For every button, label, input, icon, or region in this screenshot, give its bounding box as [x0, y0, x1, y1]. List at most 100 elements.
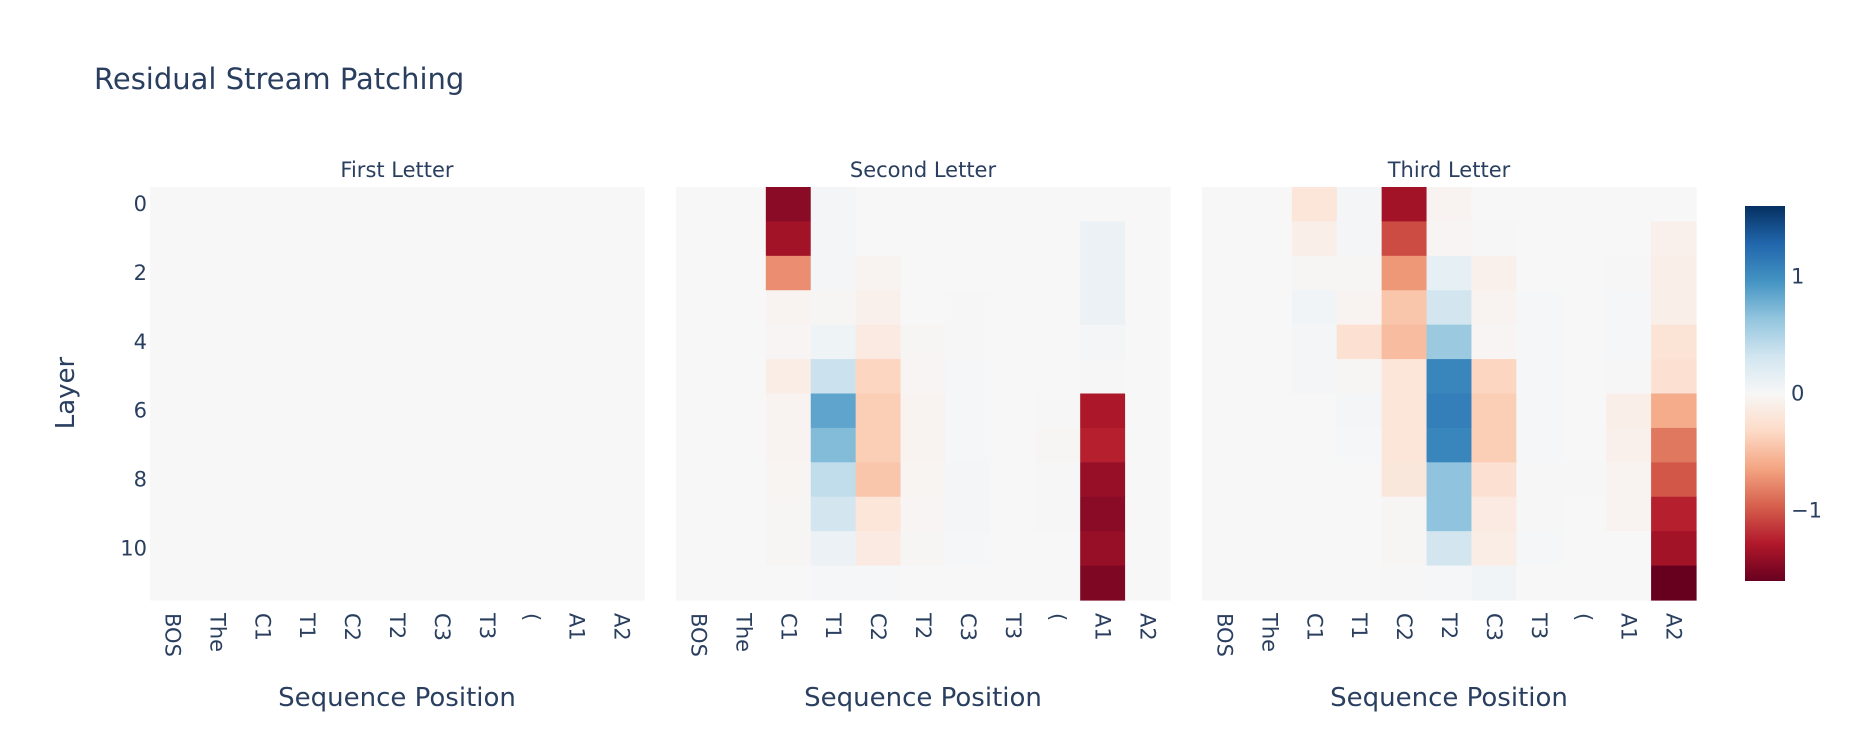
heatmap-cell: [945, 221, 991, 257]
heatmap-cell: [554, 324, 600, 360]
heatmap-cell: [1381, 427, 1428, 463]
heatmap-cell: [284, 462, 331, 498]
heatmap-cell: [1651, 427, 1697, 463]
heatmap-cell: [1035, 427, 1081, 463]
heatmap-cell: [990, 324, 1036, 360]
heatmap-cell: [464, 565, 510, 601]
heatmap-cell: [1291, 187, 1338, 223]
heatmap-cell: [150, 565, 196, 601]
heatmap-cell: [765, 393, 812, 429]
heatmap-cell: [419, 565, 465, 601]
heatmap-cell: [1080, 496, 1126, 532]
heatmap-cell: [1471, 496, 1517, 532]
heatmap-cell: [1291, 359, 1338, 395]
heatmap-cell: [464, 324, 510, 360]
heatmap-cell: [1246, 255, 1293, 291]
heatmap-cell: [599, 393, 645, 429]
heatmap-cell: [855, 255, 902, 291]
heatmap-cell: [1516, 255, 1562, 291]
heatmap-cell: [239, 290, 286, 326]
y-tick-label: 0: [134, 192, 147, 216]
heatmap-cell: [150, 427, 196, 463]
heatmap-cell: [720, 221, 767, 257]
heatmap-cell: [945, 531, 991, 567]
heatmap-cell: [374, 565, 421, 601]
heatmap-cell: [1035, 496, 1081, 532]
heatmap-cell: [1035, 359, 1081, 395]
heatmap-cell: [1606, 565, 1652, 601]
heatmap-cell: [599, 462, 645, 498]
heatmap-cell: [855, 324, 902, 360]
heatmap-cell: [419, 393, 465, 429]
heatmap-cell: [1035, 531, 1081, 567]
heatmap-cell: [810, 359, 857, 395]
heatmap-cell: [990, 496, 1036, 532]
heatmap-cell: [990, 221, 1036, 257]
heatmap-cell: [374, 496, 421, 532]
heatmap-cell: [509, 290, 555, 326]
heatmap-cell: [1651, 187, 1697, 223]
heatmap-cell: [810, 531, 857, 567]
heatmap-cell: [1516, 187, 1562, 223]
heatmap-cell: [990, 290, 1036, 326]
heatmap-cell: [1651, 565, 1697, 601]
y-tick-label: 6: [134, 399, 147, 423]
heatmap-cell: [194, 324, 241, 360]
heatmap-cell: [990, 531, 1036, 567]
heatmap-cell: [1291, 462, 1338, 498]
heatmap-cell: [1471, 324, 1517, 360]
heatmap-cell: [1080, 187, 1126, 223]
heatmap-cell: [1202, 359, 1248, 395]
heatmap-cell: [720, 565, 767, 601]
heatmap-cell: [329, 221, 376, 257]
heatmap-cell: [150, 324, 196, 360]
heatmap-cell: [1125, 393, 1171, 429]
heatmap-cell: [1291, 221, 1338, 257]
heatmap-cell: [329, 359, 376, 395]
heatmap-cell: [1080, 255, 1126, 291]
heatmap-cell: [676, 324, 722, 360]
heatmap-cell: [1381, 324, 1428, 360]
x-tick-label: (: [1046, 613, 1070, 621]
heatmap-cell: [284, 187, 331, 223]
heatmap-cell: [1246, 221, 1293, 257]
heatmap-cell: [1246, 290, 1293, 326]
heatmap-cell: [676, 565, 722, 601]
heatmap-cell: [329, 324, 376, 360]
heatmap-cell: [1125, 221, 1171, 257]
colorbar-tick-label: 1: [1791, 264, 1804, 288]
heatmap-cell: [374, 393, 421, 429]
heatmap-cell: [676, 462, 722, 498]
heatmap-cell: [150, 290, 196, 326]
heatmap-cell: [810, 290, 857, 326]
heatmap-cell: [1471, 462, 1517, 498]
heatmap-cell: [284, 221, 331, 257]
heatmap-cell: [1381, 393, 1428, 429]
heatmap-cell: [194, 393, 241, 429]
heatmap-cell: [554, 531, 600, 567]
heatmap-cell: [599, 565, 645, 601]
heatmap-cell: [720, 359, 767, 395]
heatmap-cell: [1651, 255, 1697, 291]
heatmap-cell: [599, 427, 645, 463]
heatmap-cell: [284, 290, 331, 326]
heatmap-cell: [1381, 565, 1428, 601]
heatmap-cell: [810, 187, 857, 223]
heatmap-cell: [1246, 393, 1293, 429]
x-tick-label: C1: [250, 613, 274, 641]
heatmap-cell: [554, 427, 600, 463]
x-tick-label: C3: [956, 613, 980, 641]
heatmap-cell: [1561, 187, 1607, 223]
heatmap-cell: [1561, 255, 1607, 291]
heatmap-cell: [1035, 255, 1081, 291]
heatmap-cell: [1516, 462, 1562, 498]
heatmap-cell: [1651, 496, 1697, 532]
heatmap-cell: [990, 255, 1036, 291]
heatmap-cell: [419, 496, 465, 532]
heatmap-cell: [1336, 531, 1383, 567]
heatmap-cell: [765, 496, 812, 532]
heatmap-cell: [1606, 324, 1652, 360]
x-tick-label: BOS: [1212, 613, 1236, 657]
heatmap-cell: [194, 221, 241, 257]
heatmap-cell: [676, 290, 722, 326]
